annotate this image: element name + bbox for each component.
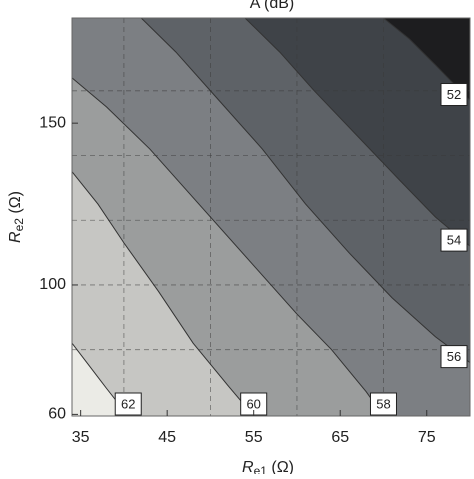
contour-band: [72, 18, 470, 416]
contour-label-box: [369, 392, 397, 416]
plot-area: [72, 18, 470, 416]
contour-label: 62: [121, 396, 135, 411]
contour-label: 58: [376, 396, 390, 411]
x-tick-label: 75: [418, 429, 436, 446]
contour-label: 52: [447, 87, 461, 102]
x-axis-label: Re1 (Ω): [242, 459, 294, 474]
contour-line: [383, 18, 470, 101]
contour-line: [140, 18, 470, 364]
plot-frame: [71, 17, 471, 417]
contour-label-box: [440, 228, 468, 252]
x-tick-label: 45: [158, 429, 176, 446]
x-label-sub: e1: [254, 464, 268, 474]
contour-label-box: [114, 392, 142, 416]
y-label-unit: (Ω): [7, 191, 24, 218]
contour-label-box: [440, 83, 468, 107]
x-tick-label: 35: [72, 429, 90, 446]
contour-label: 60: [246, 396, 260, 411]
y-label-main: R: [7, 231, 24, 243]
contour-band: [72, 18, 470, 416]
x-tick-label: 55: [245, 429, 263, 446]
contour-line: [72, 171, 255, 416]
x-label-main: R: [242, 459, 254, 474]
x-tick-label: 65: [331, 429, 349, 446]
contour-line: [244, 18, 470, 247]
contour-label: 54: [447, 233, 461, 248]
y-axis-label: Re2 (Ω): [7, 191, 26, 243]
contour-label: 56: [447, 349, 461, 364]
y-tick-label: 60: [48, 406, 66, 423]
contour-line: [72, 77, 384, 416]
x-label-unit: (Ω): [267, 459, 294, 474]
contour-label-box: [440, 345, 468, 369]
y-label-sub: e2: [12, 218, 26, 232]
chart-title: A (dB): [250, 0, 294, 12]
y-tick-label: 100: [39, 276, 66, 293]
y-tick-label: 150: [39, 114, 66, 131]
